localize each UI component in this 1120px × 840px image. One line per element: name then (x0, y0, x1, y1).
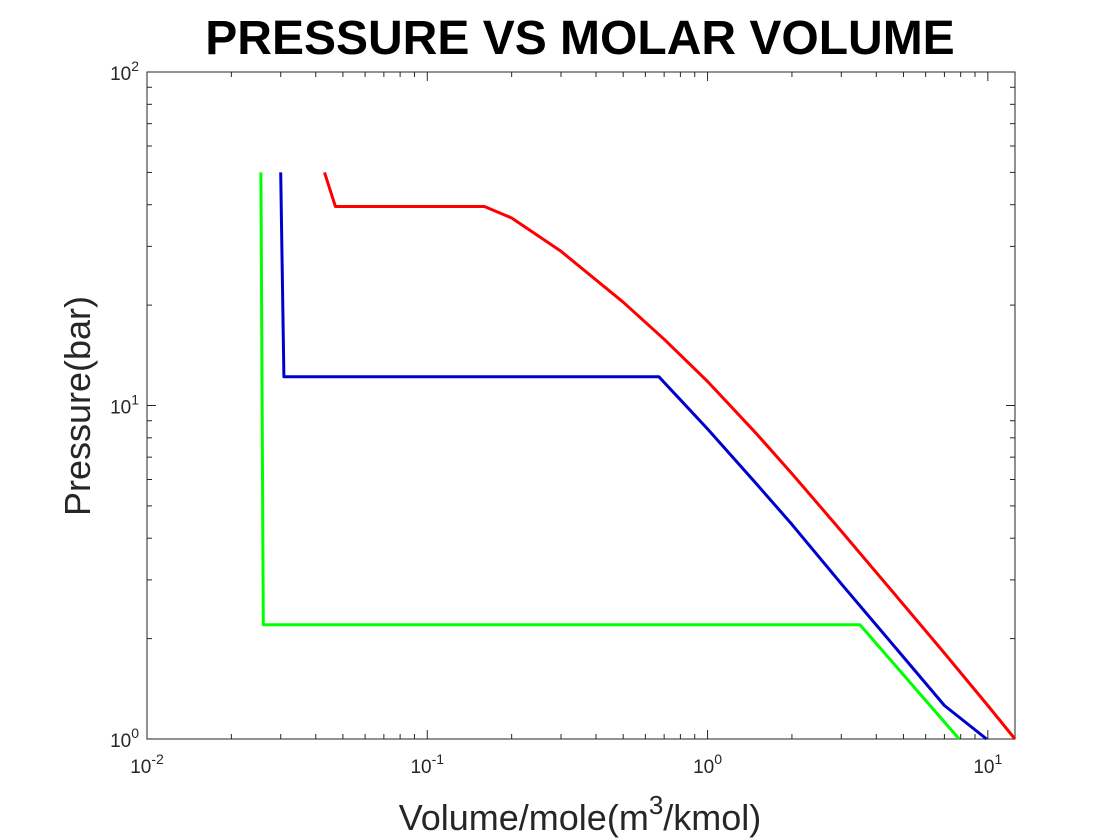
x-tick-label: 10-1 (410, 751, 444, 778)
x-tick-label-exponent: 1 (995, 751, 1003, 767)
y-tick-label-exponent: 0 (131, 725, 139, 741)
y-tick-label: 100 (110, 725, 139, 752)
x-tick-label-base: 10 (693, 757, 714, 778)
x-tick-label-exponent: -1 (432, 751, 445, 767)
series-layer (259, 171, 1017, 741)
x-axis-label: Volume/mole(m3/kmol) (399, 790, 762, 838)
plot-frame (146, 71, 1016, 740)
y-axis-label: Pressure(bar) (57, 296, 98, 516)
y-tick-label: 102 (110, 58, 139, 85)
x-tick-label: 10-2 (130, 751, 164, 778)
series-line-3 (323, 171, 1017, 740)
y-tick-label: 101 (110, 392, 139, 419)
x-tick-label: 100 (693, 751, 722, 778)
x-tick-label: 101 (973, 751, 1002, 778)
series-line-1 (259, 172, 961, 740)
y-tick-label-base: 10 (110, 64, 131, 85)
y-tick-label-base: 10 (110, 731, 131, 752)
y-tick-label-exponent: 2 (131, 58, 139, 74)
x-tick-label-exponent: 0 (714, 751, 722, 767)
x-tick-label-base: 10 (130, 757, 151, 778)
x-axis-label-superscript: 3 (649, 790, 663, 820)
x-tick-label-base: 10 (410, 757, 431, 778)
x-tick-label-base: 10 (973, 757, 994, 778)
x-axis-label-unit: /kmol) (663, 797, 761, 838)
minor-tick-marks (146, 71, 1015, 740)
chart-title: PRESSURE VS MOLAR VOLUME (205, 12, 954, 65)
x-axis-label-text: Volume/mole(m (399, 797, 649, 838)
series-line-2 (279, 172, 988, 741)
x-tick-label-exponent: -2 (151, 751, 164, 767)
y-tick-label-base: 10 (110, 398, 131, 419)
y-tick-label-exponent: 1 (131, 392, 139, 408)
